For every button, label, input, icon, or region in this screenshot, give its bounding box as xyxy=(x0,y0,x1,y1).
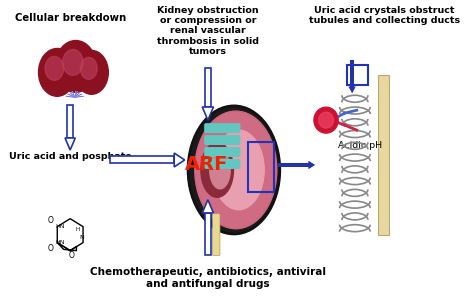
Bar xyxy=(278,163,309,167)
Circle shape xyxy=(314,107,338,133)
Text: N: N xyxy=(80,235,84,240)
Text: Chemotherapeutic, antibiotics, antiviral
and antifungal drugs: Chemotherapeutic, antibiotics, antiviral… xyxy=(90,267,326,289)
Circle shape xyxy=(319,112,334,128)
Ellipse shape xyxy=(195,111,277,229)
Text: Uric acid and posphate: Uric acid and posphate xyxy=(9,152,131,161)
FancyBboxPatch shape xyxy=(204,123,240,133)
Ellipse shape xyxy=(38,49,76,96)
Ellipse shape xyxy=(63,49,83,75)
FancyBboxPatch shape xyxy=(212,214,220,255)
Bar xyxy=(347,65,368,85)
Bar xyxy=(110,157,174,163)
Polygon shape xyxy=(65,138,75,150)
FancyBboxPatch shape xyxy=(204,147,240,157)
Polygon shape xyxy=(202,107,213,120)
Ellipse shape xyxy=(210,151,230,189)
FancyBboxPatch shape xyxy=(204,159,240,169)
Ellipse shape xyxy=(213,130,264,210)
FancyBboxPatch shape xyxy=(204,135,240,145)
Polygon shape xyxy=(309,161,315,169)
Text: Kidney obstruction
or compression or
renal vascular
thrombosis in solid
tumors: Kidney obstruction or compression or ren… xyxy=(157,6,259,56)
Polygon shape xyxy=(309,161,315,169)
Bar xyxy=(350,60,354,87)
Text: HN: HN xyxy=(55,224,64,229)
Ellipse shape xyxy=(195,111,277,229)
Ellipse shape xyxy=(55,41,96,92)
Ellipse shape xyxy=(189,107,279,233)
Bar xyxy=(205,68,211,107)
Text: ARF: ARF xyxy=(184,155,228,174)
Text: O: O xyxy=(48,244,54,254)
Ellipse shape xyxy=(45,56,64,80)
Ellipse shape xyxy=(81,57,97,79)
Text: H: H xyxy=(75,227,80,232)
Bar xyxy=(278,163,309,167)
Polygon shape xyxy=(348,87,356,93)
Bar xyxy=(378,75,389,235)
Text: HN: HN xyxy=(55,240,64,245)
Text: Cellular breakdown: Cellular breakdown xyxy=(15,13,126,23)
Bar xyxy=(205,213,211,255)
Ellipse shape xyxy=(187,105,281,235)
Ellipse shape xyxy=(201,142,234,197)
Text: Acidic pH: Acidic pH xyxy=(338,141,382,150)
Text: O: O xyxy=(69,251,74,260)
Polygon shape xyxy=(174,153,184,167)
Bar xyxy=(67,105,73,138)
Text: O: O xyxy=(48,216,54,225)
Bar xyxy=(248,142,274,192)
Ellipse shape xyxy=(75,50,109,94)
Polygon shape xyxy=(202,200,213,213)
Text: Uric acid crystals obstruct
tubules and collecting ducts: Uric acid crystals obstruct tubules and … xyxy=(309,6,460,25)
